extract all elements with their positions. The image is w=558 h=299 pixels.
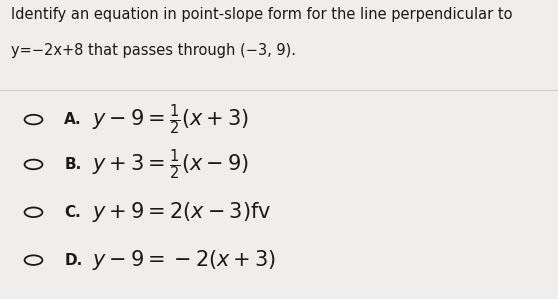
Text: C.: C. xyxy=(64,205,81,220)
Text: $y+9=2(x-3)\mathrm{fv}$: $y+9=2(x-3)\mathrm{fv}$ xyxy=(92,200,271,224)
Text: $y-9=-2(x+3)$: $y-9=-2(x+3)$ xyxy=(92,248,276,272)
Text: $y-9=\frac{1}{2}(x+3)$: $y-9=\frac{1}{2}(x+3)$ xyxy=(92,102,249,137)
Text: Identify an equation in point-slope form for the line perpendicular to: Identify an equation in point-slope form… xyxy=(11,7,513,22)
Text: D.: D. xyxy=(64,253,83,268)
Text: A.: A. xyxy=(64,112,82,127)
Text: B.: B. xyxy=(64,157,81,172)
Text: y=−2x+8 that passes through (−3, 9).: y=−2x+8 that passes through (−3, 9). xyxy=(11,43,296,58)
Text: $y+3=\frac{1}{2}(x-9)$: $y+3=\frac{1}{2}(x-9)$ xyxy=(92,147,249,182)
